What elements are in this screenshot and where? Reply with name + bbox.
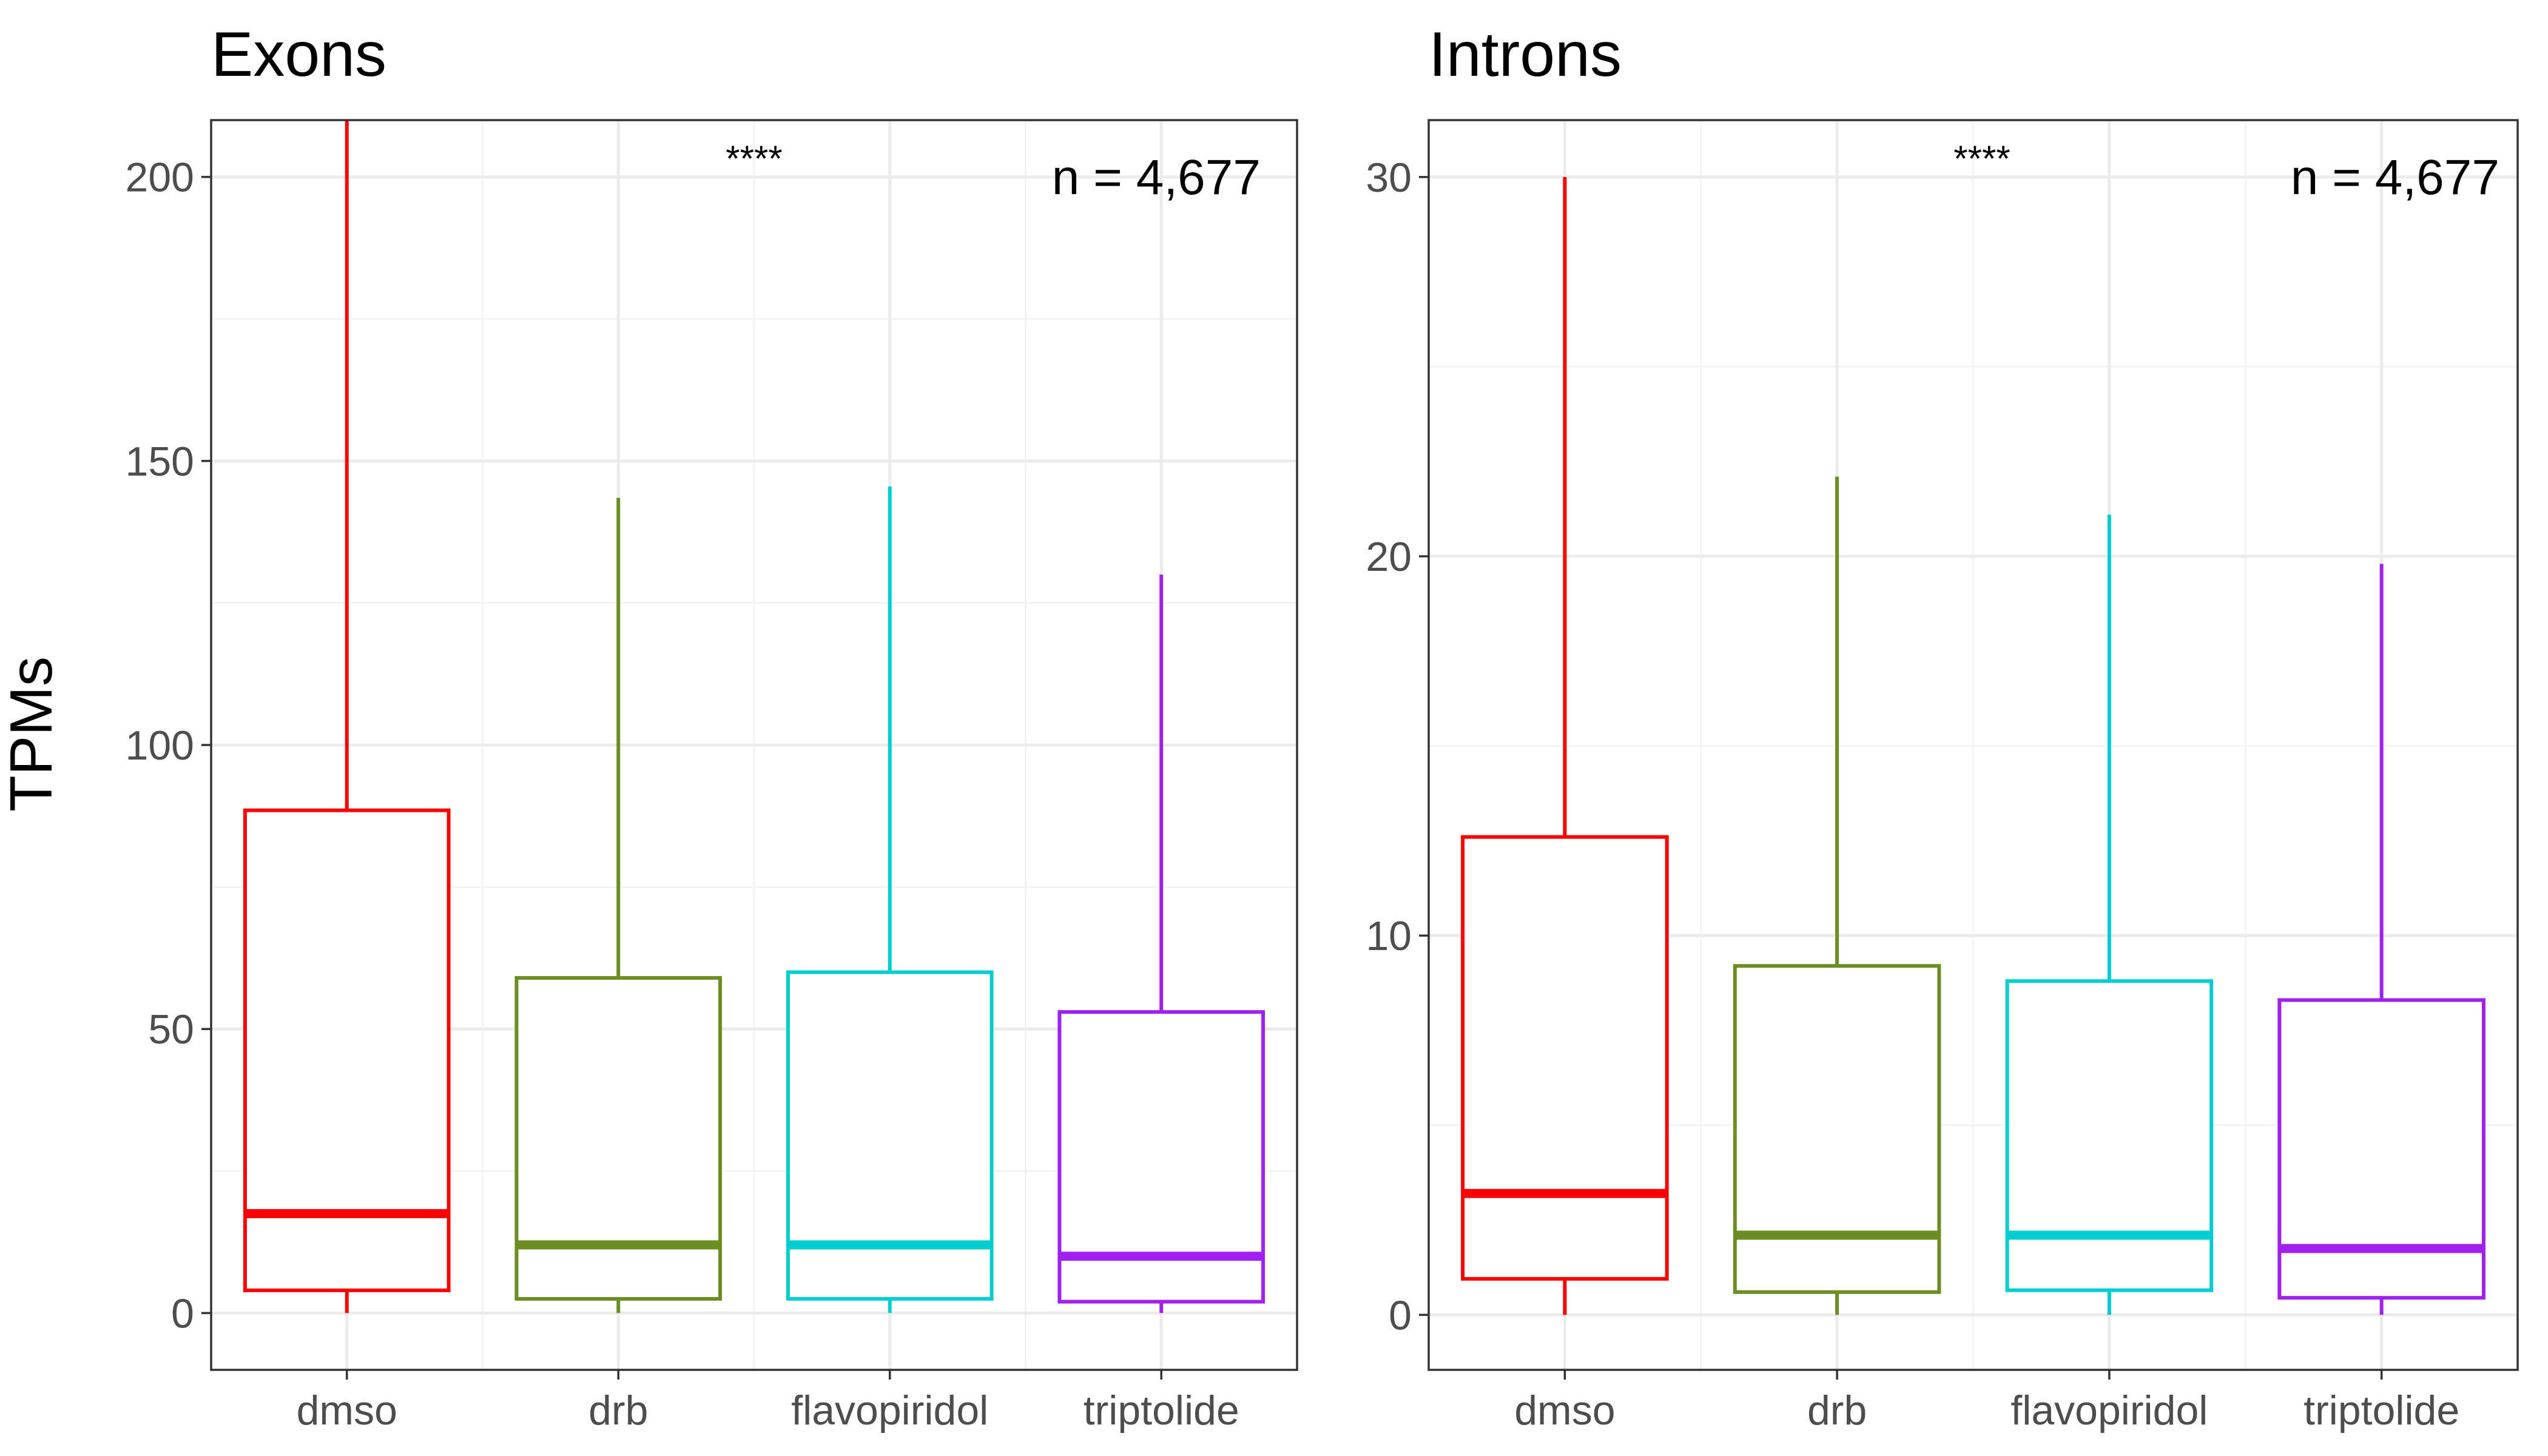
exons-x-tick-label: drb	[588, 1387, 648, 1434]
exons-n-label: n = 4,677	[1052, 150, 1261, 205]
exons-x-tick-label: dmso	[297, 1387, 397, 1434]
box-iqr	[514, 976, 723, 1301]
introns-plot-border	[1427, 119, 2519, 1371]
box-iqr	[786, 970, 994, 1301]
exons-significance-label: ****	[726, 138, 782, 179]
introns-y-tick-label: 0	[1389, 1292, 1412, 1338]
box-iqr	[1461, 835, 1669, 1281]
exons-y-tick-label: 100	[126, 723, 194, 769]
box-iqr	[2005, 979, 2214, 1292]
introns-x-tick-label: drb	[1807, 1387, 1867, 1434]
exons-box-drb	[514, 497, 723, 1313]
exons-box-flavopiridol	[786, 486, 994, 1313]
exons-x-tick-label: flavopiridol	[791, 1387, 988, 1434]
box-iqr	[2277, 998, 2486, 1300]
exons-x-axis: dmso drb flavopiridol triptolide	[297, 1370, 1239, 1434]
introns-box-drb	[1733, 476, 1941, 1315]
introns-box-dmso	[1461, 177, 1669, 1315]
introns-y-tick-label: 20	[1366, 534, 1412, 580]
introns-boxes	[1461, 177, 2486, 1315]
exons-y-tick-label: 50	[148, 1006, 194, 1053]
introns-y-tick-label: 10	[1366, 913, 1412, 959]
box-iqr	[1733, 964, 1941, 1294]
introns-significance-label: ****	[1953, 138, 2010, 179]
box-iqr	[243, 808, 451, 1292]
y-axis-label: TPMs	[0, 656, 64, 812]
introns-n-label: n = 4,677	[2291, 150, 2499, 205]
introns-x-tick-label: dmso	[1514, 1387, 1615, 1434]
exons-y-tick-label: 150	[126, 439, 194, 485]
introns-panel: Introns 0 10 20 30 dmso drb flavopiridol tript…	[1366, 19, 2519, 1434]
exons-y-tick-label: 200	[126, 155, 194, 201]
introns-x-axis: dmso drb flavopiridol triptolide	[1514, 1370, 2459, 1434]
exons-x-tick-label: triptolide	[1084, 1387, 1239, 1434]
introns-panel-title: Introns	[1429, 19, 1622, 90]
exons-y-axis: 0 50 100 150 200	[126, 155, 211, 1336]
exons-boxes	[243, 120, 1266, 1313]
exons-panel: Exons 0 50 100 150 200 dmso drb flavopiridol tr…	[126, 19, 1298, 1434]
introns-x-tick-label: triptolide	[2304, 1387, 2459, 1434]
exons-panel-title: Exons	[211, 19, 386, 90]
introns-box-triptolide	[2277, 564, 2486, 1315]
exons-box-triptolide	[1057, 575, 1266, 1313]
exons-y-tick-label: 0	[171, 1290, 194, 1336]
introns-box-flavopiridol	[2005, 514, 2214, 1315]
introns-x-tick-label: flavopiridol	[2010, 1387, 2208, 1434]
introns-y-tick-label: 30	[1366, 155, 1412, 201]
introns-y-axis: 0 10 20 30	[1366, 155, 1429, 1338]
exons-box-dmso	[243, 120, 451, 1313]
